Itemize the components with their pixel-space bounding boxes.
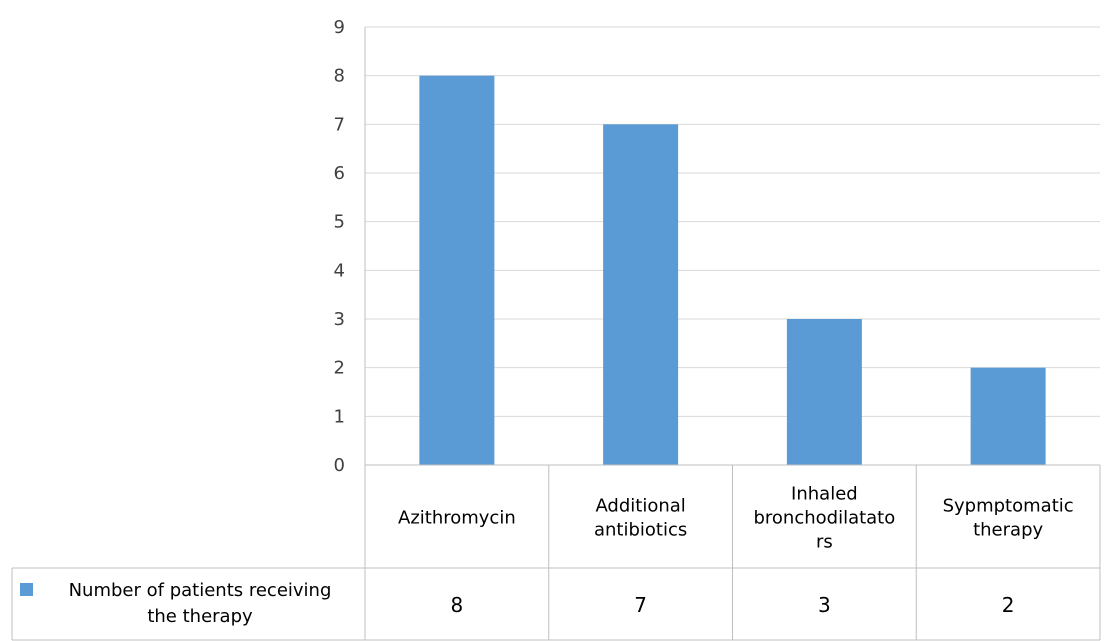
y-tick-label: 9 xyxy=(334,17,345,38)
y-tick-label: 3 xyxy=(334,309,345,330)
y-tick-label: 4 xyxy=(334,260,345,281)
y-tick-label: 0 xyxy=(334,455,345,476)
category-label: Inhaled bronchodilatato rs xyxy=(753,484,895,553)
category-label-line: Azithromycin xyxy=(398,508,516,529)
bar xyxy=(970,367,1046,465)
category-label: Sypmptomatic therapy xyxy=(943,496,1074,541)
category-label-line: Inhaled xyxy=(791,484,858,505)
y-axis-ticks: 0 1 2 3 4 5 6 7 8 9 xyxy=(334,17,345,476)
bars xyxy=(419,75,1046,466)
category-label-line: rs xyxy=(816,532,833,553)
category-label-line: bronchodilatato xyxy=(753,508,895,529)
data-table-value: 3 xyxy=(818,593,831,617)
data-table-value: 7 xyxy=(634,593,647,617)
y-tick-label: 7 xyxy=(334,114,345,135)
category-label: Additional antibiotics xyxy=(594,496,687,541)
bar xyxy=(603,124,679,465)
category-label-line: Additional xyxy=(595,496,685,517)
data-table-value: 8 xyxy=(451,593,464,617)
category-label-line: Sypmptomatic xyxy=(943,496,1074,517)
legend-label-line: Number of patients receiving xyxy=(69,580,332,601)
y-tick-label: 5 xyxy=(334,212,345,233)
legend-swatch xyxy=(20,583,33,596)
data-table: Azithromycin Additional antibiotics Inhaled… xyxy=(11,464,1101,641)
y-tick-label: 8 xyxy=(334,66,345,87)
y-tick-label: 1 xyxy=(334,406,345,427)
bar xyxy=(419,75,495,466)
legend-label-line: the therapy xyxy=(147,606,253,627)
legend-label: Number of patients receiving the therapy xyxy=(69,580,332,627)
category-label: Azithromycin xyxy=(398,508,516,529)
category-label-line: antibiotics xyxy=(594,520,687,541)
y-tick-label: 6 xyxy=(334,163,345,184)
category-label-line: therapy xyxy=(973,520,1043,541)
data-table-value: 2 xyxy=(1002,593,1015,617)
bar xyxy=(786,319,862,465)
y-tick-label: 2 xyxy=(334,358,345,379)
